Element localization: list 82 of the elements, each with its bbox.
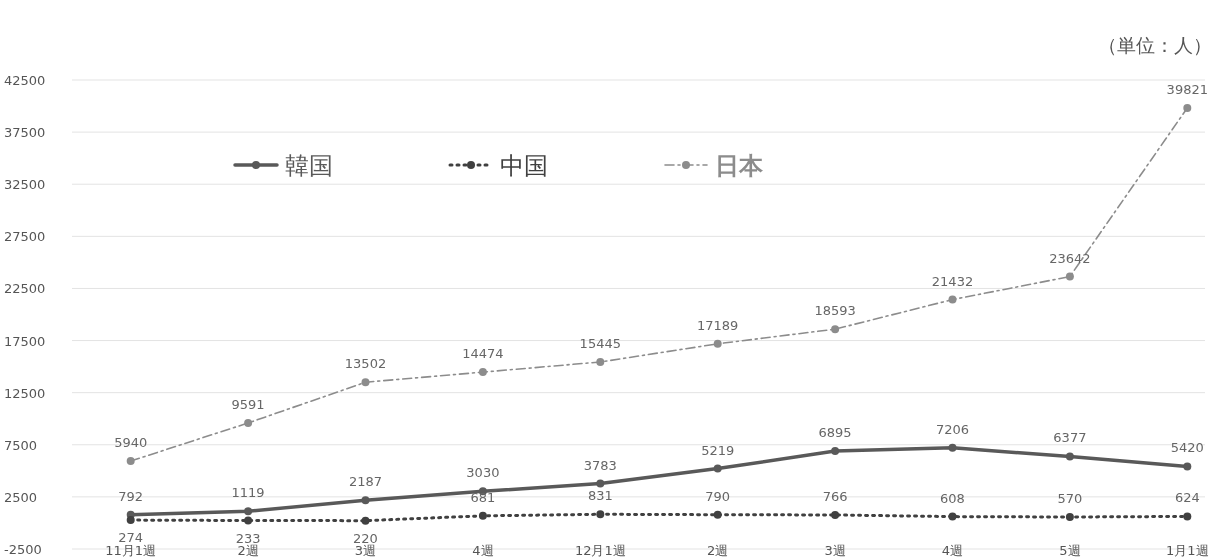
x-tick-label: 11月1週 bbox=[105, 543, 157, 558]
data-label: 2187 bbox=[348, 474, 383, 490]
y-tick-label: 32500 bbox=[4, 177, 46, 193]
data-label: 1119 bbox=[231, 485, 265, 501]
data-label: 766 bbox=[822, 488, 848, 504]
y-tick-label: 37500 bbox=[4, 125, 46, 141]
point bbox=[1065, 452, 1074, 461]
y-tick-label: 17500 bbox=[4, 333, 46, 349]
point bbox=[361, 516, 370, 525]
point bbox=[831, 510, 840, 519]
data-label: 15445 bbox=[579, 335, 621, 351]
data-label: 790 bbox=[705, 488, 731, 504]
y-tick-label: 22500 bbox=[4, 281, 46, 297]
x-tick-label: 5週 bbox=[1059, 543, 1081, 558]
data-label: 5940 bbox=[114, 435, 148, 451]
data-label: 624 bbox=[1174, 490, 1200, 506]
point bbox=[948, 443, 957, 452]
point bbox=[1065, 513, 1074, 521]
point bbox=[361, 496, 370, 505]
point bbox=[361, 378, 370, 387]
point bbox=[596, 357, 605, 366]
y-tick-label: -2500 bbox=[4, 542, 42, 557]
y-tick-label: 7500 bbox=[4, 437, 38, 453]
data-label: 792 bbox=[118, 488, 144, 504]
point bbox=[478, 368, 487, 377]
point bbox=[1065, 272, 1074, 281]
point bbox=[1183, 103, 1192, 112]
legend-label: 日本 bbox=[715, 152, 764, 180]
data-label: 14474 bbox=[462, 346, 504, 362]
data-label: 681 bbox=[470, 489, 496, 505]
y-tick-label: 2500 bbox=[4, 489, 38, 505]
x-tick-label: 3週 bbox=[354, 543, 377, 558]
legend-label: 韓国 bbox=[285, 152, 333, 180]
data-label: 608 bbox=[940, 490, 965, 506]
data-label: 21432 bbox=[931, 273, 974, 289]
point bbox=[244, 418, 253, 427]
data-label: 5420 bbox=[1170, 440, 1204, 456]
data-label: 17189 bbox=[697, 317, 739, 333]
point bbox=[126, 457, 135, 466]
legend-label: 中国 bbox=[500, 152, 548, 180]
point bbox=[831, 325, 840, 334]
data-label: 570 bbox=[1057, 491, 1083, 506]
data-label: 3030 bbox=[466, 465, 500, 481]
y-tick-label: 12500 bbox=[4, 385, 46, 401]
data-label: 233 bbox=[235, 530, 261, 546]
data-label: 6895 bbox=[818, 425, 852, 441]
data-label: 5219 bbox=[701, 442, 735, 458]
data-label: 6377 bbox=[1053, 430, 1087, 446]
x-tick-label: 4週 bbox=[472, 543, 494, 558]
point bbox=[948, 512, 957, 521]
point bbox=[831, 447, 840, 456]
point bbox=[244, 507, 253, 516]
data-label: 39821 bbox=[1166, 81, 1208, 97]
point bbox=[126, 516, 135, 525]
point bbox=[713, 339, 722, 348]
x-tick-label: 2週 bbox=[237, 543, 259, 558]
data-label: 831 bbox=[587, 488, 613, 504]
point bbox=[948, 295, 957, 304]
point bbox=[713, 510, 722, 519]
x-tick-label: 1月1週 bbox=[1166, 543, 1209, 558]
data-label: 7206 bbox=[935, 421, 970, 437]
point bbox=[596, 479, 605, 488]
data-label: 18593 bbox=[814, 303, 856, 319]
point bbox=[713, 464, 722, 473]
data-label: 220 bbox=[353, 530, 378, 546]
y-tick-label: 27500 bbox=[4, 229, 46, 245]
point bbox=[596, 510, 605, 519]
x-tick-label: 3週 bbox=[824, 543, 846, 558]
point bbox=[244, 516, 253, 525]
data-label: 23642 bbox=[1049, 250, 1091, 266]
point bbox=[1183, 512, 1192, 521]
y-tick-label: 42500 bbox=[4, 73, 46, 88]
point bbox=[1183, 462, 1192, 471]
x-tick-label: 2週 bbox=[707, 543, 729, 558]
data-label: 9591 bbox=[231, 396, 265, 412]
data-label: 274 bbox=[118, 530, 144, 546]
x-tick-label: 12月1週 bbox=[574, 543, 626, 558]
x-tick-label: 4週 bbox=[941, 543, 964, 558]
data-label: 13502 bbox=[344, 356, 387, 372]
point bbox=[478, 511, 487, 520]
data-label: 3783 bbox=[583, 457, 617, 473]
text: （単位：人） bbox=[1098, 34, 1212, 56]
